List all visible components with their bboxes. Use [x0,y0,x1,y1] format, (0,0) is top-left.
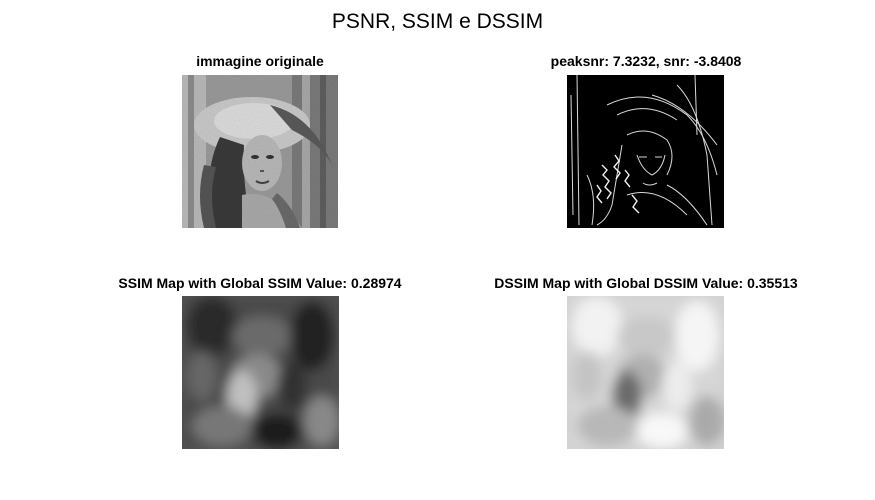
psnr-edge-image [567,75,724,228]
original-image [182,75,338,228]
dssim-map-image [567,296,724,449]
ssim-map-image [182,296,339,449]
panel-title-dssim: DSSIM Map with Global DSSIM Value: 0.355… [494,275,798,291]
panel-title-psnr: peaksnr: 7.3232, snr: -3.8408 [550,53,742,69]
figure-title: PSNR, SSIM e DSSIM [331,10,544,33]
panel-title-ssim: SSIM Map with Global SSIM Value: 0.28974 [118,275,402,291]
panel-title-original: immagine originale [196,53,324,69]
